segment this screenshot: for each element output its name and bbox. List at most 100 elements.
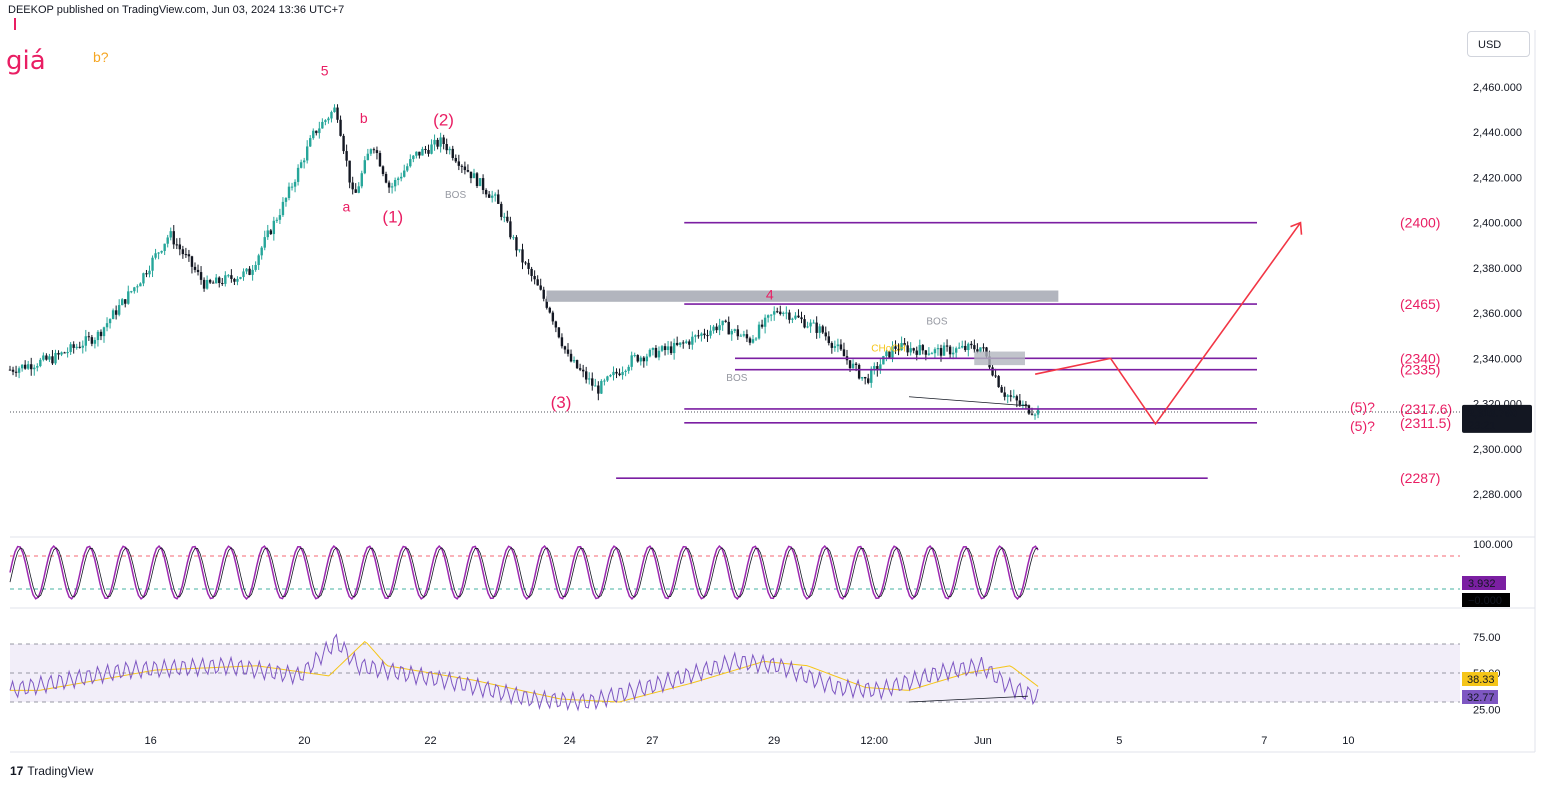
candle-body <box>117 305 121 315</box>
candle-body <box>536 279 539 286</box>
candle-body <box>751 339 755 343</box>
candle-body <box>436 139 439 147</box>
candle-body <box>533 275 536 280</box>
candle-body <box>30 364 33 370</box>
candle-body <box>721 320 724 326</box>
candle-body <box>1012 396 1015 398</box>
candle-body <box>451 148 454 158</box>
level-label: (2287) <box>1400 470 1440 486</box>
demand-zone <box>974 351 1025 366</box>
candle-body <box>218 277 221 284</box>
stoch-k-line <box>9 545 1039 600</box>
candle-body <box>1000 387 1003 393</box>
candle-body <box>539 285 542 290</box>
candle-body <box>339 119 342 136</box>
candle-body <box>800 317 803 320</box>
candle-body <box>248 268 251 275</box>
candle-body <box>776 311 779 313</box>
candle-body <box>409 159 412 167</box>
candle-body <box>1036 408 1040 415</box>
currency-button[interactable]: USD <box>1467 31 1530 57</box>
rsi-ma-badge <box>1462 672 1498 686</box>
candle-body <box>970 343 973 346</box>
tradingview-logo-icon: 17 <box>10 764 24 778</box>
candle-body <box>497 194 500 204</box>
candle-body <box>682 342 685 344</box>
candle-body <box>727 321 730 335</box>
candle-body <box>199 272 203 280</box>
wave-5-label: (5)? <box>1350 399 1375 415</box>
candle-body <box>142 273 145 284</box>
candle-body <box>239 277 242 279</box>
rsi-tick: 25.00 <box>1473 704 1501 716</box>
candle-body <box>1003 392 1006 397</box>
candle-body <box>1009 395 1012 397</box>
candle-body <box>433 139 436 145</box>
candle-body <box>418 151 421 156</box>
candle-body <box>733 329 736 331</box>
candle-body <box>124 299 127 304</box>
price-tick: 2,280.000 <box>1473 489 1522 501</box>
chart-canvas[interactable]: (2400) (2465) (2340)(2335) (2317.6)(2311.5)… <box>0 0 1545 760</box>
candle-body <box>390 186 394 188</box>
candle-body <box>936 348 940 350</box>
candle-body <box>381 166 385 174</box>
candle-body <box>891 346 894 358</box>
candle-body <box>933 349 937 354</box>
candle-body <box>542 289 545 299</box>
candle-body <box>227 275 230 277</box>
candle-body <box>472 173 476 179</box>
last-price-badge <box>1462 404 1532 433</box>
candle-body <box>873 366 876 369</box>
candle-body <box>475 173 479 187</box>
candle-body <box>763 317 767 327</box>
candle-body <box>927 353 931 355</box>
candle-body <box>1015 396 1019 401</box>
candle-body <box>827 336 831 344</box>
candle-body <box>14 371 18 373</box>
candle-body <box>242 271 245 278</box>
candle-body <box>154 253 157 258</box>
candle-body <box>263 237 266 248</box>
candle-body <box>976 349 979 352</box>
candle-body <box>991 367 994 376</box>
time-tick: 22 <box>424 735 436 747</box>
candle-body <box>494 194 497 196</box>
candle-body <box>679 342 682 345</box>
footer: 17 TradingView <box>10 764 93 778</box>
brand-name[interactable]: TradingView <box>27 764 94 778</box>
price-levels: (2400) (2465) (2340)(2335) (2317.6)(2311.5)… <box>10 215 1460 486</box>
candle-body <box>330 112 333 119</box>
candle-body <box>272 220 276 235</box>
candle-body <box>688 341 691 345</box>
candle-body <box>309 138 312 147</box>
candle-body <box>594 385 597 387</box>
level-label: (2400) <box>1400 215 1440 231</box>
candle-body <box>284 197 288 202</box>
candle-body <box>39 359 42 367</box>
axes: 2,460.000 2,440.000 2,420.000 2,400.000 2,38… <box>145 82 1532 747</box>
candle-body <box>739 335 743 337</box>
projection-arrowhead <box>1290 221 1303 235</box>
candle-body <box>42 355 45 360</box>
candle-body <box>921 345 925 351</box>
rsi-divergence-line <box>908 695 1028 703</box>
candle-body <box>660 346 664 351</box>
candle-body <box>221 283 224 285</box>
candle-body <box>166 237 169 244</box>
chart-title-partial: giá <box>6 46 46 76</box>
candle-body <box>675 342 679 345</box>
candle-body <box>867 378 870 383</box>
candle-body <box>487 194 491 198</box>
candle-body <box>81 345 84 348</box>
candle-body <box>600 380 603 394</box>
candle-body <box>251 269 254 275</box>
candle-body <box>939 348 943 356</box>
wave-b-label: b? <box>93 49 109 65</box>
candle-body <box>23 364 27 369</box>
candle-body <box>375 150 379 154</box>
candle-body <box>20 364 24 369</box>
chart-borders <box>10 30 1536 753</box>
candle-body <box>302 160 306 163</box>
candle-body <box>281 201 285 216</box>
